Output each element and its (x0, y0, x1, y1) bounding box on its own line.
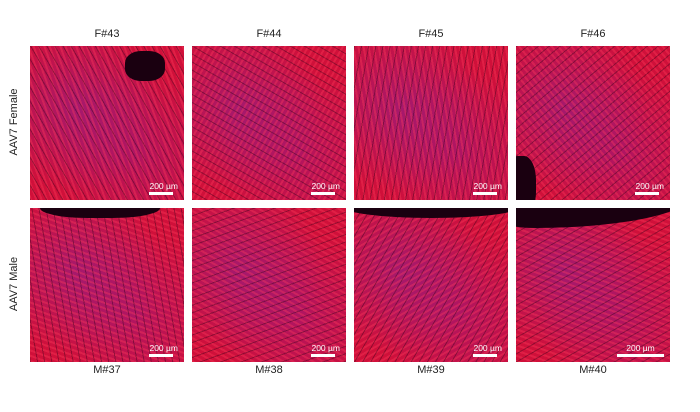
row-label-female: AAV7 Female (8, 88, 20, 156)
scale-bar: 200 µm (473, 343, 502, 357)
col-label-f43: F#43 (94, 28, 120, 40)
image-panel-m39: 200 µm (354, 208, 508, 362)
col-label-m38: M#38 (255, 364, 283, 376)
col-label-m40: M#40 (579, 364, 607, 376)
scale-bar: 200 µm (635, 181, 664, 195)
scale-bar: 200 µm (617, 343, 664, 357)
scale-bar: 200 µm (311, 181, 340, 195)
scale-bar: 200 µm (473, 181, 502, 195)
image-panel-f46: 200 µm (516, 46, 670, 200)
col-label-f46: F#46 (580, 28, 606, 40)
image-panel-m38: 200 µm (192, 208, 346, 362)
col-label-f44: F#44 (256, 28, 282, 40)
scale-bar: 200 µm (311, 343, 340, 357)
image-panel-f43: 200 µm (30, 46, 184, 200)
col-label-f45: F#45 (418, 28, 444, 40)
scale-bar: 200 µm (149, 343, 178, 357)
row-label-male: AAV7 Male (8, 256, 20, 312)
image-panel-f44: 200 µm (192, 46, 346, 200)
image-panel-m40: 200 µm (516, 208, 670, 362)
image-panel-f45: 200 µm (354, 46, 508, 200)
scale-bar: 200 µm (149, 181, 178, 195)
col-label-m37: M#37 (93, 364, 121, 376)
col-label-m39: M#39 (417, 364, 445, 376)
image-panel-m37: 200 µm (30, 208, 184, 362)
